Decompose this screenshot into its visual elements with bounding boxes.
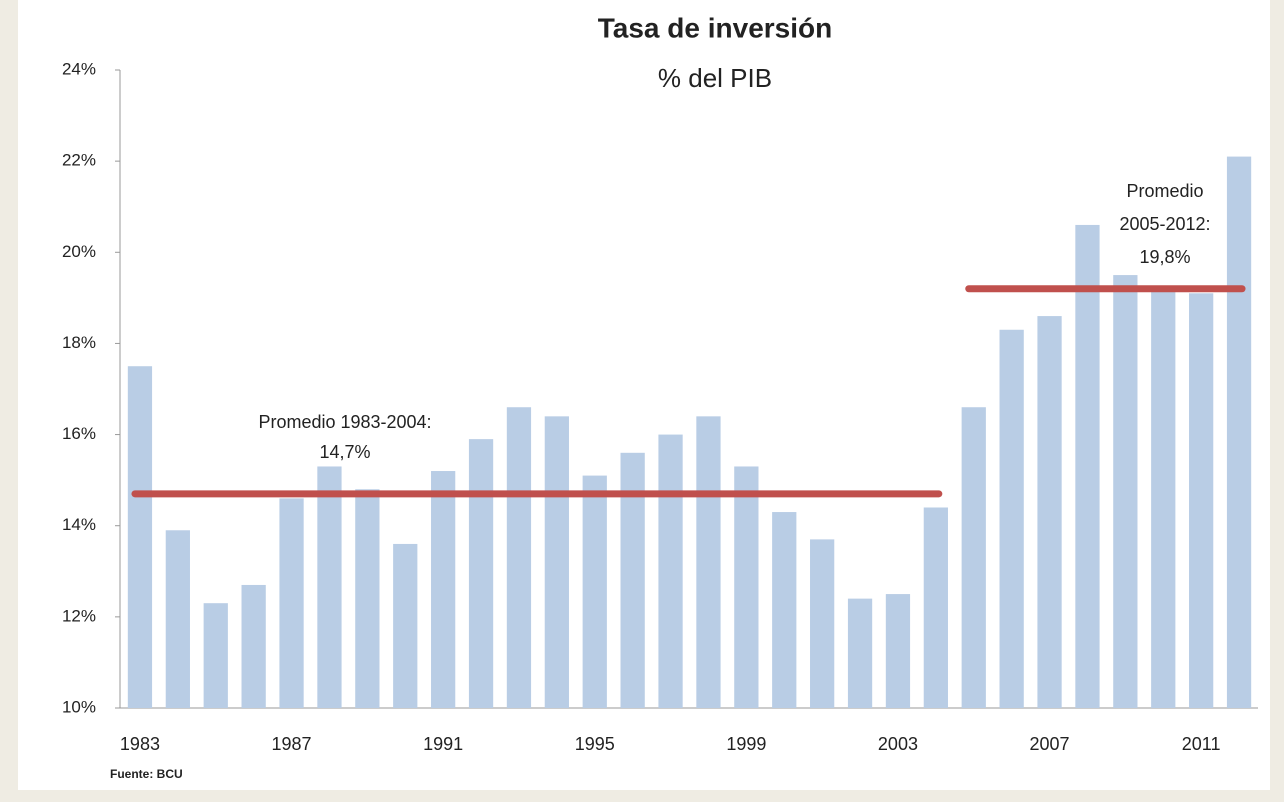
x-tick-label: 1987 [272, 734, 312, 754]
bar [999, 329, 1024, 708]
average-annotation: Promedio 1983-2004: [258, 412, 431, 432]
bar [658, 434, 683, 708]
bar [810, 539, 835, 708]
bar [1226, 156, 1252, 709]
x-tick-label: 1991 [423, 734, 463, 754]
bar [203, 603, 228, 708]
bar [241, 584, 266, 708]
average-annotation: 2005-2012: [1119, 214, 1210, 234]
bar [544, 416, 569, 708]
x-tick-label: 1983 [120, 734, 160, 754]
bar [734, 466, 759, 708]
average-annotation: 14,7% [319, 442, 370, 462]
x-tick-label: 1995 [575, 734, 615, 754]
y-tick-label: 18% [62, 333, 96, 352]
y-tick-label: 22% [62, 151, 96, 170]
bar [1075, 224, 1100, 708]
x-tick-label: 1999 [726, 734, 766, 754]
bar [127, 366, 153, 708]
bar [468, 439, 494, 708]
x-tick-label: 2011 [1182, 734, 1221, 754]
y-tick-label: 16% [62, 424, 96, 443]
bar [582, 475, 607, 708]
bar [1189, 293, 1214, 708]
bar [279, 498, 304, 708]
bar [355, 489, 380, 708]
bar [847, 598, 873, 708]
bar [696, 416, 721, 708]
bar [506, 407, 532, 708]
y-tick-label: 10% [62, 697, 96, 716]
chart-subtitle: % del PIB [658, 63, 772, 93]
bar [1037, 316, 1062, 708]
bar [772, 512, 797, 708]
bar [165, 530, 190, 708]
bar [431, 471, 456, 708]
bar [1151, 288, 1176, 708]
bar [885, 594, 911, 708]
x-tick-label: 2007 [1030, 734, 1070, 754]
y-tick-label: 12% [62, 606, 96, 625]
y-tick-label: 20% [62, 242, 96, 261]
average-annotation: Promedio [1126, 181, 1203, 201]
bar [1113, 275, 1138, 708]
bar [317, 466, 342, 708]
bar [923, 507, 948, 708]
x-tick-label: 2003 [878, 734, 918, 754]
bar [961, 407, 986, 708]
source-note: Fuente: BCU [110, 767, 183, 781]
bar [393, 543, 418, 708]
average-annotation: 19,8% [1139, 247, 1190, 267]
y-tick-label: 14% [62, 515, 96, 534]
y-tick-label: 24% [62, 59, 96, 78]
chart-title: Tasa de inversión [598, 12, 832, 43]
